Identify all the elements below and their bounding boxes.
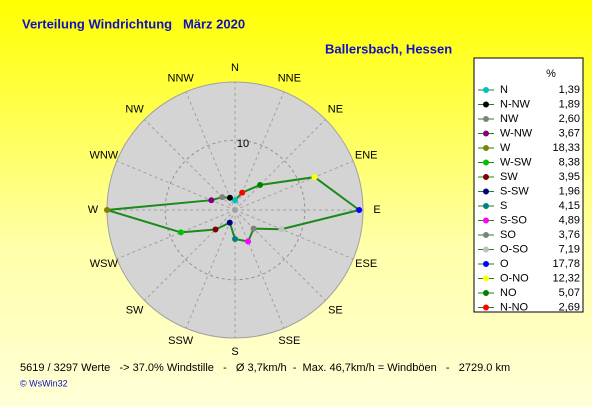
direction-label: WSW (90, 258, 119, 270)
wind-point (177, 229, 184, 236)
legend-value: 2,60 (559, 113, 580, 125)
legend-marker (483, 203, 489, 209)
legend-label: W-SW (500, 156, 532, 168)
chart-title: Verteilung Windrichtung März 2020 (22, 16, 245, 31)
legend-value: 4,15 (559, 200, 580, 212)
direction-label: NW (125, 103, 144, 115)
direction-label: SSE (278, 335, 300, 347)
wind-point (356, 207, 363, 213)
legend-value: 3,95 (559, 171, 580, 183)
legend-marker (483, 188, 489, 195)
legend-marker (483, 145, 489, 151)
wind-point (232, 197, 238, 204)
legend-label: N (500, 84, 508, 96)
legend-label: SW (500, 171, 518, 183)
legend-marker (483, 246, 489, 253)
wind-point (250, 225, 257, 232)
legend-marker (483, 116, 489, 122)
legend-value: 3,76 (559, 229, 580, 241)
legend-marker (483, 101, 489, 108)
direction-label: S (231, 346, 238, 358)
legend-value: 17,78 (552, 258, 580, 270)
legend-marker (483, 174, 489, 180)
legend-value: 7,19 (559, 243, 580, 255)
legend-label: S (500, 200, 507, 212)
legend-marker (483, 232, 489, 238)
legend-value: 5,07 (559, 287, 580, 299)
direction-label: WNW (89, 150, 118, 162)
legend-marker (483, 159, 489, 166)
direction-label: N (231, 62, 239, 74)
wind-point (311, 174, 318, 181)
wind-point (212, 226, 219, 233)
legend-header: % (546, 68, 556, 80)
legend-value: 8,38 (559, 156, 580, 168)
legend-label: O (500, 258, 509, 270)
r-tick-label: 10 (237, 138, 249, 150)
legend-label: W-NW (500, 127, 533, 139)
legend-value: 18,33 (552, 142, 580, 154)
legend-marker (483, 217, 489, 224)
legend-label: W (500, 142, 511, 154)
direction-label: W (88, 204, 99, 216)
legend-value: 2,69 (559, 301, 580, 313)
wind-point (245, 238, 252, 245)
direction-label: ENE (355, 150, 378, 162)
legend-label: NW (500, 113, 519, 125)
wind-point (226, 219, 233, 226)
direction-label: SE (328, 304, 343, 316)
grid-ring (164, 139, 306, 281)
direction-label: ESE (355, 258, 377, 270)
direction-label: NE (328, 103, 343, 115)
legend-label: N-NO (500, 301, 529, 313)
wind-point (232, 235, 238, 242)
direction-label: NNE (278, 73, 301, 85)
legend-marker (483, 290, 489, 296)
footer: 5619 / 3297 Werte -> 37.0% Windstille - … (20, 362, 510, 374)
direction-label: SW (126, 304, 144, 316)
legend-label: S-SO (500, 214, 527, 226)
wind-point (257, 181, 264, 188)
wind-point (104, 207, 110, 213)
legend-box (473, 57, 584, 313)
legend-value: 3,67 (559, 127, 580, 139)
legend-marker (483, 275, 489, 282)
wind-point (239, 189, 246, 196)
legend-label: SO (500, 229, 516, 241)
legend-value: 1,89 (559, 98, 580, 110)
direction-label: NNW (168, 73, 195, 85)
direction-label: SSW (168, 335, 194, 347)
wind-point (226, 194, 233, 201)
chart-subtitle: Ballersbach, Hessen (325, 41, 452, 56)
wind-point (278, 226, 285, 233)
legend-label: S-SW (500, 185, 529, 197)
credit: © WsWin32 (20, 378, 68, 388)
legend-value: 1,96 (559, 185, 580, 197)
legend-value: 4,89 (559, 214, 580, 226)
legend-marker (483, 304, 489, 311)
legend-marker (483, 130, 489, 137)
legend-marker (483, 261, 489, 267)
legend-value: 12,32 (552, 272, 580, 284)
wind-point (208, 197, 215, 204)
wind-point (219, 194, 226, 201)
legend-label: O-SO (500, 243, 529, 255)
legend-label: O-NO (500, 272, 529, 284)
legend-label: NO (500, 287, 517, 299)
direction-label: E (373, 204, 380, 216)
legend-value: 1,39 (559, 84, 580, 96)
legend-label: N-NW (500, 98, 531, 110)
legend-marker (483, 87, 489, 93)
